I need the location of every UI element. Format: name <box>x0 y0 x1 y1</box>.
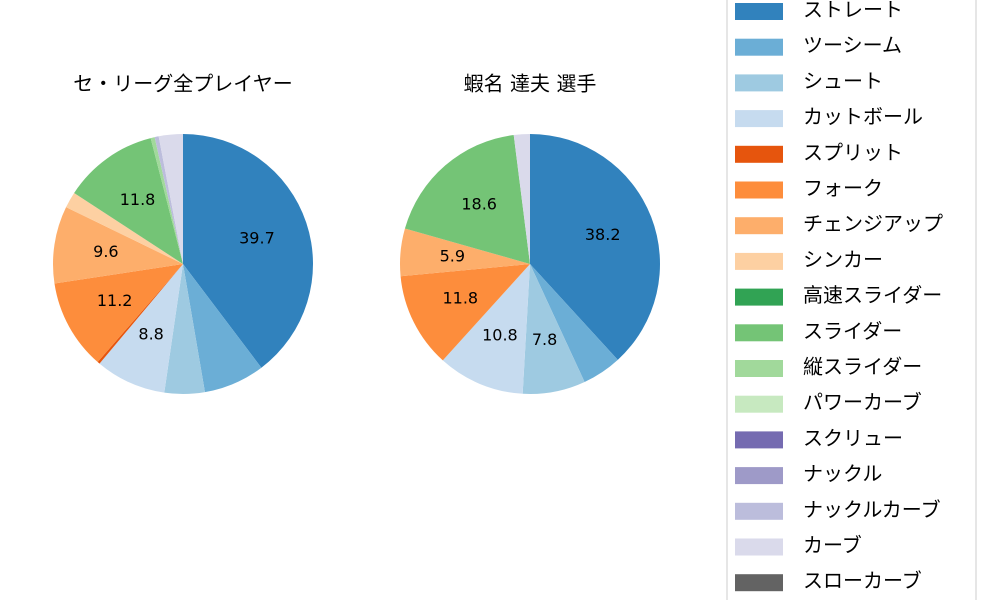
legend-label: カーブ <box>803 533 862 557</box>
legend-label: スプリット <box>803 140 903 164</box>
legend-swatch <box>735 74 783 92</box>
pie-slice <box>400 228 530 277</box>
legend-swatch <box>735 502 783 520</box>
pie-slice <box>442 264 530 394</box>
legend-swatch <box>735 574 783 592</box>
pie-slice <box>150 137 183 264</box>
value-label: 11.8 <box>120 190 156 209</box>
pie-slice <box>522 264 585 394</box>
legend-label: スライダー <box>803 319 902 343</box>
value-label: 9.6 <box>93 242 118 261</box>
value-label: 10.8 <box>482 325 518 344</box>
legend-swatch <box>735 3 783 20</box>
legend-label: 高速スライダー <box>803 283 942 307</box>
pie-slice <box>54 264 183 363</box>
pie-slice <box>99 264 183 393</box>
pie-slice <box>74 138 183 264</box>
legend-label: パワーカーブ <box>803 390 922 414</box>
value-label: 11.8 <box>442 288 478 307</box>
legend-swatch <box>735 252 783 270</box>
legend-swatch <box>735 181 783 199</box>
legend-label: シュート <box>803 69 883 93</box>
pie-slice <box>154 136 183 264</box>
pie-slice <box>158 134 183 264</box>
pie-slice <box>400 264 530 361</box>
value-label: 18.6 <box>461 194 497 213</box>
value-label: 8.8 <box>138 325 163 344</box>
legend-swatch <box>735 360 783 377</box>
pie-slice <box>183 264 262 393</box>
value-label: 7.8 <box>532 330 557 349</box>
legend-swatch <box>735 110 783 128</box>
pie-slice <box>66 192 183 264</box>
chart-title: 蝦名 達夫 選手 <box>464 72 597 96</box>
value-label: 5.9 <box>440 246 465 265</box>
pie-slice <box>513 134 530 264</box>
legend-swatch <box>735 38 783 56</box>
legend-label: スローカーブ <box>803 569 922 593</box>
legend-swatch <box>735 217 783 235</box>
pie-slice <box>404 135 530 264</box>
legend-swatch <box>735 538 783 556</box>
value-label: 39.7 <box>239 229 275 248</box>
value-label: 11.2 <box>97 291 133 310</box>
pie-slice <box>164 264 205 394</box>
legend-label: フォーク <box>803 176 883 200</box>
legend-swatch <box>735 467 783 485</box>
legend-label: カットボール <box>803 105 923 129</box>
legend-swatch <box>735 288 783 306</box>
chart-title: セ・リーグ全プレイヤー <box>73 72 292 96</box>
pie-slice <box>530 264 618 382</box>
legend-label: シンカー <box>803 247 883 271</box>
legend-box <box>726 0 977 600</box>
legend-swatch <box>735 145 783 163</box>
legend-swatch <box>735 395 783 413</box>
legend-swatch <box>735 324 783 342</box>
legend-label: チェンジアップ <box>803 212 943 236</box>
pie-slice <box>183 134 313 368</box>
legend-label: ナックルカーブ <box>803 497 941 521</box>
pie-slice <box>97 264 183 364</box>
legend-label: ナックル <box>803 462 882 486</box>
legend-label: ツーシーム <box>803 33 902 57</box>
pie-slice <box>530 134 661 360</box>
pie-slice <box>53 207 184 284</box>
legend-label: ストレート <box>803 0 903 22</box>
value-label: 38.2 <box>585 225 621 244</box>
legend-swatch <box>735 431 783 449</box>
legend-label: スクリュー <box>803 426 903 450</box>
legend-label: 縦スライダー <box>803 355 922 379</box>
